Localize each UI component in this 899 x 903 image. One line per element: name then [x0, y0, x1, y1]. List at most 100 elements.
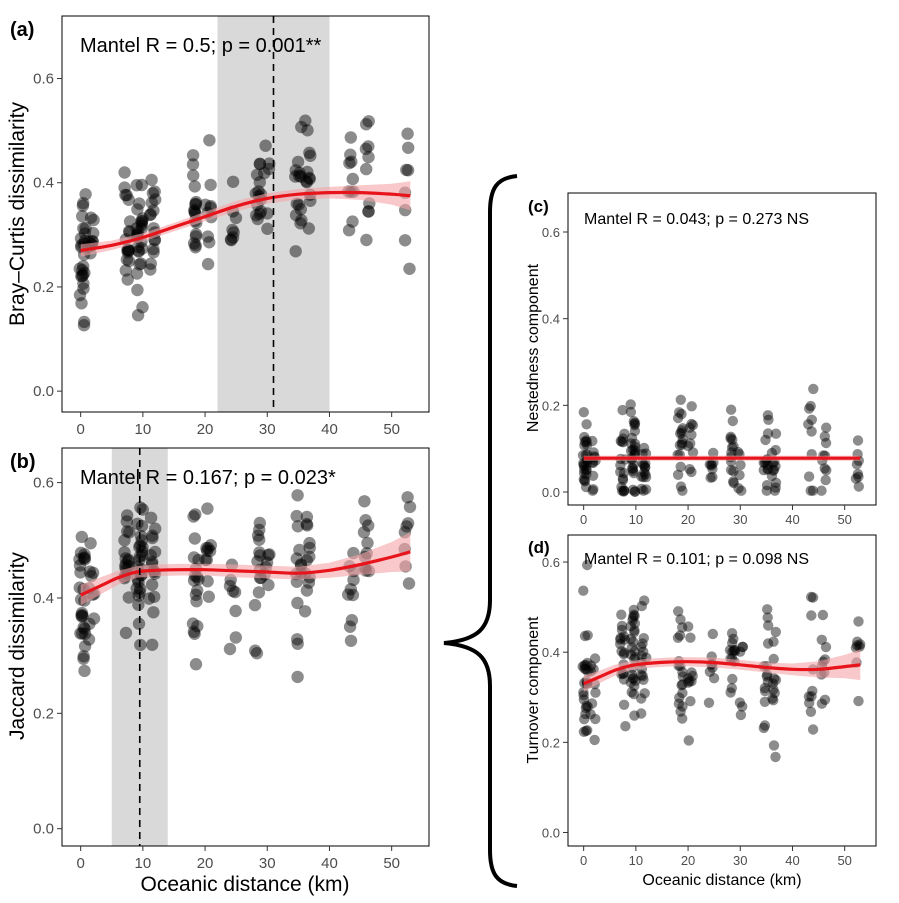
data-point [706, 460, 717, 471]
data-point [626, 669, 638, 680]
data-point [636, 708, 647, 719]
data-point [638, 633, 649, 644]
data-point [760, 434, 771, 446]
data-point [123, 215, 137, 228]
data-point [618, 674, 630, 685]
data-point [766, 470, 778, 482]
data-point [625, 445, 637, 457]
data-point [303, 536, 316, 550]
data-point [254, 205, 268, 218]
data-point [676, 439, 688, 450]
data-point [136, 212, 149, 225]
data-point [362, 150, 375, 164]
data-point [120, 189, 133, 202]
data-point [627, 462, 638, 474]
data-point [132, 575, 145, 589]
data-point [769, 687, 780, 699]
data-point [579, 464, 590, 475]
data-point [736, 485, 747, 496]
data-point [762, 464, 773, 475]
data-point [581, 464, 592, 476]
data-point [135, 534, 148, 547]
data-point [186, 158, 200, 171]
data-point [729, 645, 741, 656]
data-point [344, 131, 357, 144]
data-point [263, 548, 276, 561]
data-point [223, 579, 237, 593]
data-point [119, 552, 132, 565]
data-point [727, 434, 738, 445]
data-point [122, 553, 135, 566]
data-point [677, 433, 688, 445]
data-point [636, 651, 648, 662]
data-point [581, 700, 592, 711]
data-point [807, 592, 819, 603]
data-point [733, 483, 744, 494]
data-point [639, 688, 650, 699]
y-axis-title: Turnover component [525, 616, 542, 764]
data-point [770, 751, 781, 763]
data-point [852, 468, 864, 480]
data-point [135, 219, 148, 232]
data-point [616, 646, 627, 657]
data-point [578, 690, 589, 701]
data-point [253, 549, 267, 562]
data-point [303, 172, 316, 186]
data-point [261, 207, 274, 220]
y-tick-label: 0.6 [33, 71, 54, 88]
y-tick-label: 0.4 [542, 645, 560, 660]
data-point [82, 633, 96, 646]
data-point [123, 526, 136, 539]
y-tick-label: 0.6 [542, 225, 560, 240]
data-point [628, 673, 639, 684]
y-tick-label: 0.2 [542, 398, 560, 413]
panel-c: 0 10 20 30 40 50 0.0 0.2 0.4 0.6 (c) Mantel R = 0.0… [525, 192, 877, 527]
data-point [295, 214, 308, 227]
data-point [300, 554, 313, 567]
data-point [580, 725, 592, 737]
data-point [581, 419, 592, 430]
data-point [686, 667, 697, 678]
data-point [187, 169, 200, 182]
data-point [360, 118, 373, 131]
data-point [259, 139, 272, 152]
data-point [625, 399, 636, 410]
data-point [677, 701, 688, 712]
data-point [675, 481, 687, 492]
data-point [250, 209, 263, 222]
data-point [133, 258, 146, 271]
data-point [585, 709, 596, 720]
y-axis-title: Nestedness component [525, 263, 542, 432]
data-point [203, 544, 217, 558]
data-point [579, 431, 590, 443]
y-axis-title: Jaccard dissimilarity [6, 552, 29, 740]
data-point [640, 484, 652, 495]
data-point [148, 185, 161, 198]
data-point [188, 180, 201, 193]
data-point [130, 267, 144, 280]
y-tick-label: 0.6 [542, 555, 560, 570]
data-point [581, 435, 592, 446]
data-point [580, 702, 592, 714]
data-point [737, 641, 748, 652]
data-point [119, 626, 133, 640]
data-point [770, 477, 782, 488]
data-point [228, 585, 242, 599]
data-point [808, 383, 819, 395]
data-point [344, 583, 357, 596]
data-point [578, 468, 590, 479]
data-point [253, 157, 267, 171]
data-point [589, 653, 601, 664]
data-point [119, 264, 132, 277]
data-point [578, 726, 590, 737]
x-tick-label: 0 [580, 512, 587, 527]
data-point [118, 534, 131, 547]
data-point [290, 197, 303, 210]
data-point [674, 407, 685, 418]
data-point [346, 172, 359, 186]
data-point [618, 631, 630, 642]
data-point [588, 447, 599, 458]
data-point [250, 647, 264, 660]
data-point [762, 459, 773, 471]
data-point [807, 724, 819, 735]
